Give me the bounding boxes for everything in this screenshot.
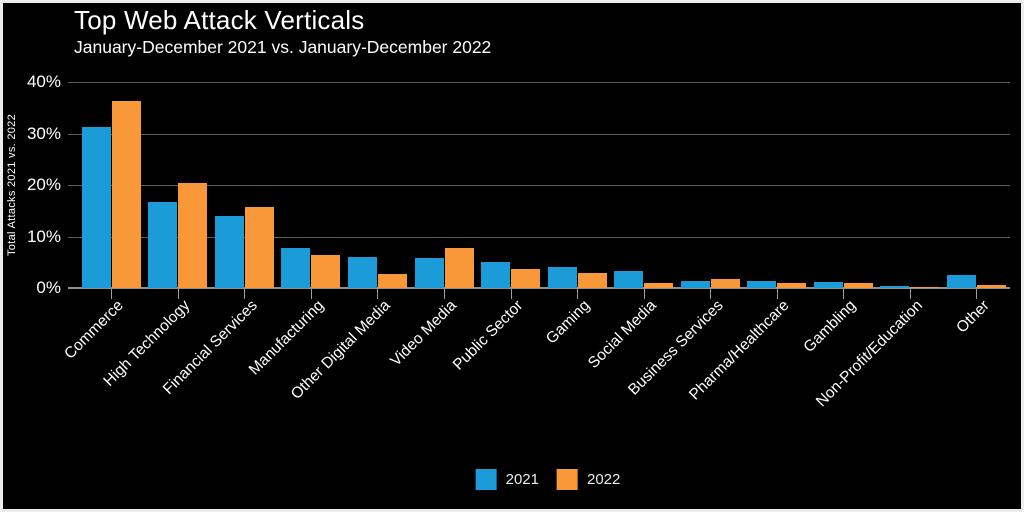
y-tick-label: 40% xyxy=(26,72,61,91)
x-tick xyxy=(111,288,113,299)
bar-2021 xyxy=(481,262,511,288)
bar-2022 xyxy=(244,207,274,288)
x-tick xyxy=(643,288,645,299)
bar-2022 xyxy=(444,248,474,288)
bar-2021 xyxy=(747,281,777,288)
chart-subtitle: January-December 2021 vs. January-Decemb… xyxy=(74,37,492,57)
x-tick xyxy=(377,288,379,299)
x-tick xyxy=(776,288,778,299)
bar-2021 xyxy=(148,202,178,288)
y-tick-label: 20% xyxy=(26,175,61,194)
x-tick xyxy=(510,288,512,299)
legend-swatch-2021 xyxy=(475,469,497,490)
bar-2022 xyxy=(710,279,740,288)
bar-2022 xyxy=(511,268,541,288)
gridline xyxy=(68,236,1010,238)
legend-item-2021: 2021 xyxy=(475,469,539,490)
x-category-label: Video Media xyxy=(387,297,461,370)
x-category-label: Gaming xyxy=(542,297,594,348)
x-tick xyxy=(310,288,312,299)
bar-2022 xyxy=(577,272,607,288)
x-category-label: Other xyxy=(953,297,993,337)
gridline xyxy=(68,133,1010,135)
bar-2021 xyxy=(214,216,244,288)
bar-2022 xyxy=(644,282,674,288)
x-tick xyxy=(177,288,179,299)
legend-item-2022: 2022 xyxy=(557,469,620,490)
bar-2021 xyxy=(813,281,843,288)
legend-swatch-2022 xyxy=(557,469,578,490)
y-tick-label: 30% xyxy=(26,123,61,143)
bar-2021 xyxy=(414,257,444,288)
bar-2021 xyxy=(547,267,577,288)
bar-2021 xyxy=(946,275,976,288)
legend-label-2022: 2022 xyxy=(587,471,621,488)
bar-2022 xyxy=(976,285,1006,288)
legend-label-2021: 2021 xyxy=(505,471,539,488)
bar-2022 xyxy=(311,255,341,288)
x-tick xyxy=(444,288,445,299)
x-tick xyxy=(909,288,911,299)
bar-2022 xyxy=(377,273,407,288)
x-tick xyxy=(577,288,579,299)
x-tick xyxy=(244,288,246,299)
x-category-label: Gambling xyxy=(800,297,860,356)
bar-2022 xyxy=(111,101,141,288)
bar-2021 xyxy=(347,256,377,288)
bar-2021 xyxy=(81,127,111,288)
bar-2021 xyxy=(281,248,311,288)
bar-2022 xyxy=(777,283,807,288)
y-tick-label: 0% xyxy=(36,278,61,297)
x-tick xyxy=(710,288,712,299)
gridline xyxy=(68,82,1010,83)
x-tick xyxy=(843,288,845,299)
x-category-label: Public Sector xyxy=(449,297,527,374)
y-tick-label: 10% xyxy=(26,226,61,246)
legend: 2021 2022 xyxy=(475,469,620,490)
bar-2021 xyxy=(880,286,910,288)
bar-2022 xyxy=(910,286,940,288)
bar-2022 xyxy=(843,283,873,288)
chart-title: Top Web Attack Verticals xyxy=(74,5,365,35)
x-axis-line xyxy=(68,287,1010,289)
bar-2021 xyxy=(614,271,644,288)
y-axis-title: Total Attacks 2021 vs. 2022 xyxy=(6,113,18,257)
bar-2022 xyxy=(178,183,208,288)
x-category-label: Commerce xyxy=(61,297,128,363)
plot-area: 0% 10% 20% 30% 40% xyxy=(27,72,1010,299)
bar-2021 xyxy=(680,280,710,288)
gridline xyxy=(68,185,1010,186)
x-tick xyxy=(976,288,978,299)
